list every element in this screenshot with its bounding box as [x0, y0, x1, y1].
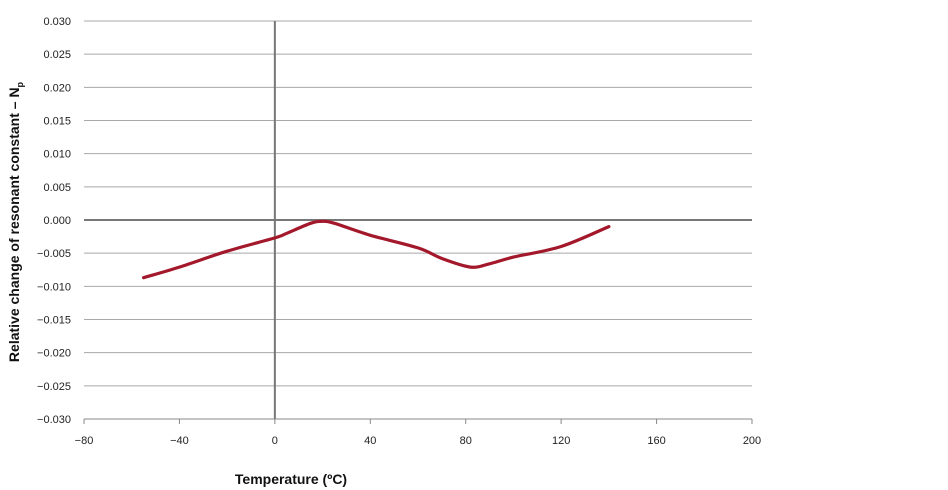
y-tick-label: 0.015	[43, 116, 71, 128]
y-tick-label: 0.025	[43, 49, 71, 61]
y-tick-label: 0.030	[43, 16, 71, 28]
x-tick-label: 200	[743, 435, 761, 447]
x-tick-label: 0	[272, 435, 278, 447]
series-group	[142, 219, 611, 280]
x-tick-label: −80	[75, 435, 94, 447]
y-axis-title-subscript: p	[15, 81, 25, 87]
y-tick-label: −0.025	[37, 381, 71, 393]
series-line	[142, 219, 611, 280]
gridlines	[84, 20, 752, 420]
x-tick-label: 40	[364, 435, 376, 447]
x-tick-labels: −80 −40 0 40 80 120 160 200	[75, 435, 762, 447]
y-tick-label: −0.030	[37, 414, 71, 426]
y-tick-label: −0.010	[37, 281, 71, 293]
y-tick-label: 0.020	[43, 82, 71, 94]
y-axis-title: Relative change of resonant constant – N…	[6, 81, 25, 362]
y-tick-label: −0.020	[37, 348, 71, 360]
x-tick-label: 120	[552, 435, 570, 447]
y-tick-label: −0.005	[37, 248, 71, 260]
y-tick-label: 0.000	[43, 215, 71, 227]
x-tick-label: 80	[460, 435, 472, 447]
y-tick-label: 0.005	[43, 182, 71, 194]
y-tick-labels: 0.030 0.025 0.020 0.015 0.010 0.005 0.000 −0.00…	[37, 16, 71, 426]
x-tick-label: −40	[170, 435, 189, 447]
axes	[83, 21, 753, 424]
y-tick-label: −0.015	[37, 315, 71, 327]
x-tick-label: 160	[647, 435, 665, 447]
y-axis-title-main: Relative change of resonant constant – N	[6, 87, 22, 362]
x-axis-title: Temperature (ºC)	[235, 471, 347, 487]
y-tick-label: 0.010	[43, 149, 71, 161]
